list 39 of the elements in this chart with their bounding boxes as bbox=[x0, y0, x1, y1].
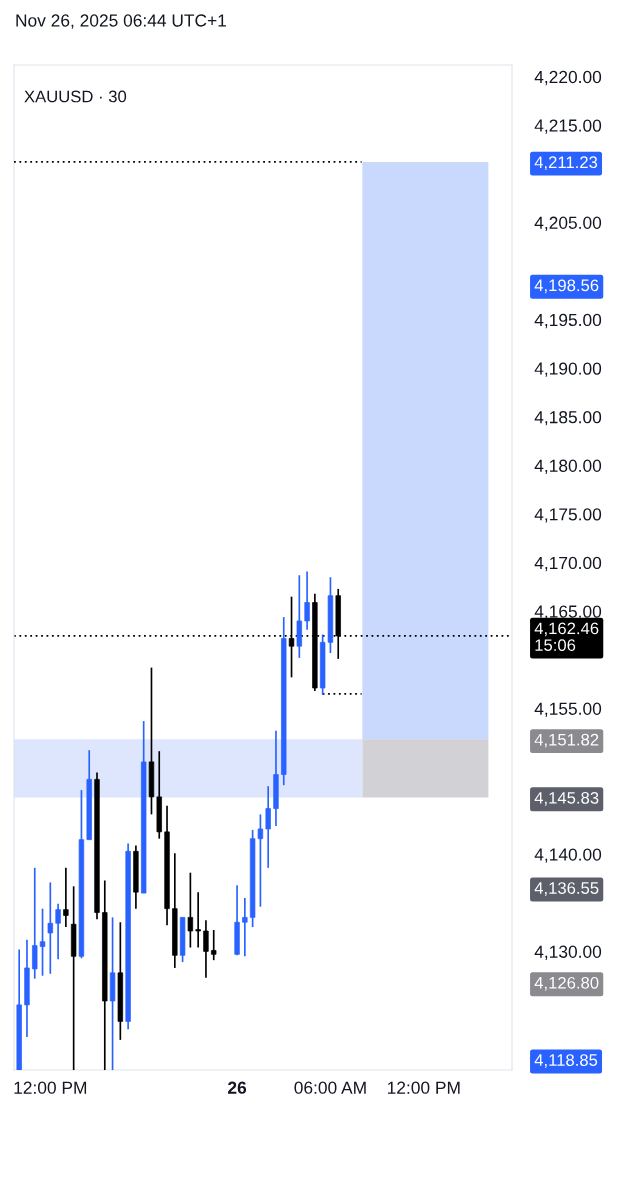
y-tick-label: 4,220.00 bbox=[534, 70, 602, 86]
y-tick-label: 4,155.00 bbox=[534, 702, 602, 717]
x-tick-label: 06:00 AM bbox=[294, 1081, 366, 1094]
candlestick bbox=[242, 897, 248, 958]
y-tick-label: 4,185.00 bbox=[534, 411, 602, 426]
candlestick bbox=[265, 785, 271, 869]
candlestick bbox=[195, 891, 201, 949]
candlestick bbox=[203, 919, 209, 979]
candlestick bbox=[304, 570, 310, 631]
y-tick-label: 4,151.82 bbox=[534, 733, 599, 748]
y-tick-label: 4,211.23 bbox=[534, 156, 598, 171]
y-tick-label: 4,118.85 bbox=[534, 1054, 598, 1068]
x-tick-label: 12:00 PM bbox=[387, 1081, 460, 1094]
y-tick-label: 4,162.46 15:06 bbox=[534, 622, 599, 652]
candlestick bbox=[211, 929, 217, 962]
candlestick bbox=[63, 866, 69, 928]
y-tick-label: 4,180.00 bbox=[534, 459, 602, 474]
x-tick-label: 12:00 PM bbox=[14, 1081, 87, 1094]
y-tick-label: 4,145.83 bbox=[534, 791, 599, 806]
candlestick bbox=[187, 871, 194, 949]
y-tick-label: 4,136.55 bbox=[534, 882, 599, 896]
candlestick bbox=[55, 902, 61, 961]
candlestick bbox=[47, 881, 53, 975]
candlestick bbox=[32, 866, 38, 980]
y-tick-label: 4,140.00 bbox=[534, 848, 602, 863]
y-tick-label: 4,198.56 bbox=[534, 279, 599, 294]
chart-title: Nov 26, 2025 06:44 UTC+1 bbox=[16, 14, 226, 29]
x-tick-label: 26 bbox=[228, 1081, 247, 1094]
y-tick-label: 4,130.00 bbox=[534, 945, 602, 960]
y-tick-label: 4,175.00 bbox=[534, 508, 602, 523]
y-tick-label: 4,190.00 bbox=[534, 362, 602, 377]
y-tick-label: 4,215.00 bbox=[534, 119, 602, 134]
y-tick-label: 4,170.00 bbox=[534, 556, 602, 572]
y-tick-label: 4,195.00 bbox=[534, 313, 602, 329]
candlestick bbox=[39, 907, 46, 977]
text: XAUUSD · 30 bbox=[24, 90, 127, 103]
y-tick-label: 4,165.00 bbox=[534, 605, 602, 620]
y-tick-label: 4,126.80 bbox=[534, 976, 599, 991]
y-tick-label: 4,205.00 bbox=[534, 216, 602, 231]
